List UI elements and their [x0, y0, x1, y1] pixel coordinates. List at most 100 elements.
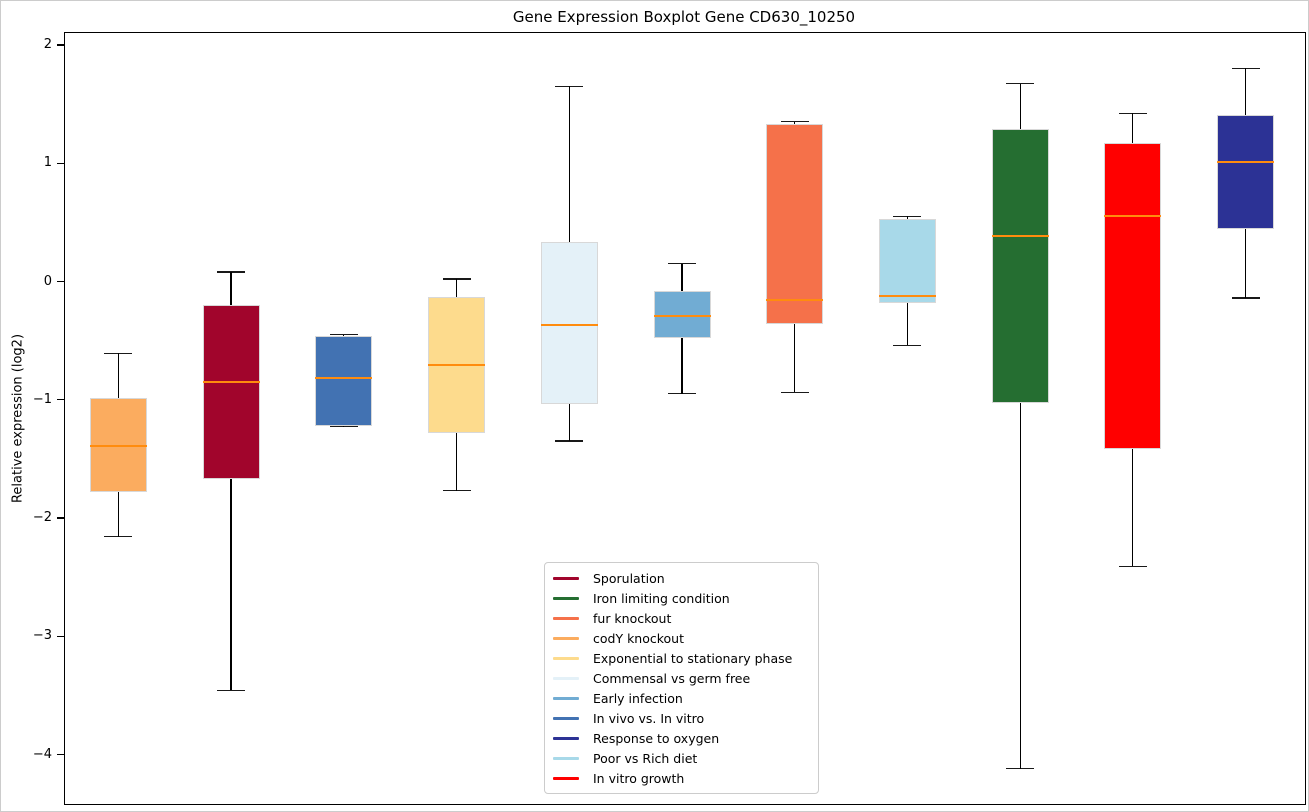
- legend-item: Response to oxygen: [553, 728, 810, 748]
- y-tick-mark: [57, 399, 64, 401]
- cap-upper-poor-vs-rich-diet: [893, 215, 922, 217]
- whisker-lower-sporulation: [230, 478, 232, 691]
- median-cody-knockout: [89, 444, 147, 447]
- legend: Sporulation Iron limiting condition fur kn…: [544, 562, 819, 794]
- legend-label: Iron limiting condition: [593, 590, 730, 606]
- whisker-upper-in-vitro-growth: [1132, 113, 1134, 143]
- whisker-lower-in-vitro-growth: [1132, 449, 1134, 567]
- cap-lower-poor-vs-rich-diet: [893, 344, 922, 346]
- box-commensal-vs-germ-free: [540, 242, 598, 405]
- legend-swatch: [553, 576, 579, 580]
- cap-lower-sporulation: [217, 689, 246, 692]
- legend-swatch: [553, 596, 579, 600]
- whisker-upper-fur-knockout: [794, 121, 796, 125]
- cap-lower-commensal-vs-germ-free: [555, 440, 584, 442]
- cap-upper-response-to-oxygen: [1231, 67, 1260, 70]
- legend-item: codY knockout: [553, 628, 810, 648]
- median-early-infection: [653, 314, 711, 317]
- cap-lower-cody-knockout: [104, 536, 133, 538]
- cap-upper-early-infection: [668, 262, 696, 265]
- legend-swatch: [553, 756, 579, 760]
- legend-swatch: [553, 656, 579, 660]
- legend-swatch: [553, 636, 579, 640]
- legend-swatch: [553, 676, 579, 680]
- median-commensal-vs-germ-free: [540, 324, 598, 327]
- median-poor-vs-rich-diet: [878, 294, 936, 297]
- cap-upper-commensal-vs-germ-free: [555, 85, 584, 87]
- legend-swatch: [553, 696, 579, 700]
- legend-label: In vivo vs. In vitro: [593, 710, 705, 726]
- legend-label: In vitro growth: [593, 770, 685, 786]
- y-tick-label: 1: [43, 155, 52, 171]
- legend-item: Poor vs Rich diet: [553, 748, 810, 768]
- cap-upper-iron-limiting-condition: [1006, 83, 1035, 85]
- cap-lower-early-infection: [668, 393, 696, 395]
- legend-swatch: [553, 716, 579, 720]
- box-fur-knockout: [766, 124, 824, 324]
- median-sporulation: [202, 380, 260, 383]
- legend-label: Commensal vs germ free: [593, 670, 751, 686]
- y-tick-label: 0: [43, 273, 52, 289]
- legend-item: In vitro growth: [553, 768, 810, 788]
- box-sporulation: [202, 304, 260, 479]
- y-tick-mark: [57, 753, 64, 756]
- cap-upper-fur-knockout: [780, 121, 809, 123]
- whisker-upper-poor-vs-rich-diet: [906, 216, 909, 219]
- cap-upper-exponential-to-stationary-phase: [442, 278, 471, 280]
- y-axis-label: Relative expression (log2): [10, 333, 26, 504]
- legend-item: Early infection: [553, 688, 810, 708]
- median-response-to-oxygen: [1217, 160, 1275, 163]
- whisker-upper-iron-limiting-condition: [1019, 83, 1021, 129]
- legend-item: Exponential to stationary phase: [553, 648, 810, 668]
- box-iron-limiting-condition: [991, 128, 1049, 404]
- whisker-lower-exponential-to-stationary-phase: [455, 432, 458, 491]
- legend-item: Iron limiting condition: [553, 588, 810, 608]
- whisker-upper-commensal-vs-germ-free: [568, 86, 570, 243]
- box-response-to-oxygen: [1217, 114, 1275, 230]
- median-exponential-to-stationary-phase: [428, 364, 486, 367]
- y-tick-label: −3: [32, 628, 52, 644]
- cap-lower-fur-knockout: [780, 391, 809, 394]
- whisker-upper-early-infection: [681, 263, 683, 291]
- chart-title: Gene Expression Boxplot Gene CD630_10250: [512, 8, 856, 26]
- legend-swatch: [553, 736, 579, 740]
- box-in-vivo-vs-in-vitro: [315, 335, 373, 426]
- cap-lower-exponential-to-stationary-phase: [442, 489, 471, 492]
- whisker-lower-commensal-vs-germ-free: [568, 404, 570, 441]
- box-early-infection: [653, 290, 711, 339]
- legend-label: Early infection: [593, 690, 683, 706]
- cap-upper-in-vitro-growth: [1118, 112, 1147, 115]
- y-tick-mark: [57, 517, 64, 519]
- legend-label: Poor vs Rich diet: [593, 750, 698, 766]
- whisker-lower-iron-limiting-condition: [1019, 403, 1021, 769]
- legend-label: Sporulation: [593, 570, 665, 586]
- cap-upper-cody-knockout: [104, 352, 133, 355]
- legend-swatch: [553, 776, 579, 780]
- y-tick-mark: [57, 280, 64, 283]
- median-fur-knockout: [766, 299, 824, 302]
- whisker-lower-early-infection: [681, 338, 683, 394]
- whisker-upper-sporulation: [230, 271, 232, 305]
- whisker-lower-poor-vs-rich-diet: [906, 302, 909, 346]
- legend-swatch: [553, 616, 579, 620]
- box-in-vitro-growth: [1104, 142, 1162, 450]
- cap-upper-sporulation: [217, 271, 246, 273]
- y-tick-label: −1: [32, 391, 52, 407]
- legend-item: Commensal vs germ free: [553, 668, 810, 688]
- y-tick-label: 2: [43, 37, 52, 52]
- legend-label: Exponential to stationary phase: [593, 650, 793, 666]
- y-tick-mark: [57, 635, 64, 637]
- whisker-lower-response-to-oxygen: [1245, 229, 1247, 298]
- y-tick-mark: [57, 162, 64, 164]
- whisker-upper-response-to-oxygen: [1245, 68, 1247, 115]
- whisker-lower-fur-knockout: [794, 323, 796, 393]
- box-poor-vs-rich-diet: [878, 218, 936, 303]
- cap-lower-in-vitro-growth: [1118, 565, 1147, 567]
- legend-item: Sporulation: [553, 568, 810, 588]
- median-in-vitro-growth: [1104, 215, 1162, 218]
- whisker-upper-cody-knockout: [117, 353, 119, 399]
- legend-item: fur knockout: [553, 608, 810, 628]
- whisker-upper-exponential-to-stationary-phase: [455, 278, 458, 297]
- cap-lower-response-to-oxygen: [1231, 297, 1260, 299]
